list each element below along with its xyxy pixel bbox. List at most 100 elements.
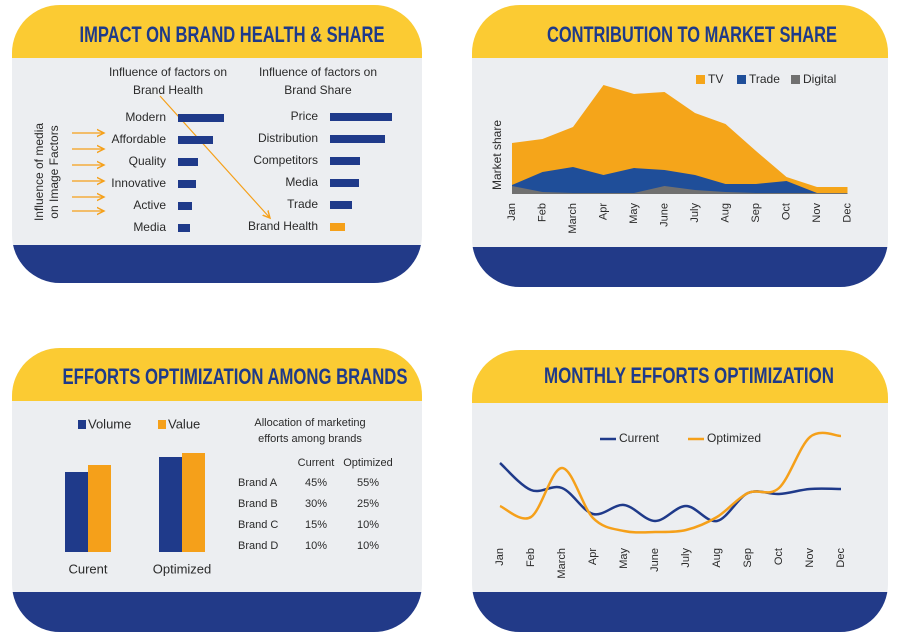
category-label: Innovative xyxy=(111,176,166,190)
legend-swatch xyxy=(791,75,800,84)
category-label: Trade xyxy=(287,197,318,211)
panel-title: CONTRIBUTION TO MARKET SHARE xyxy=(547,22,837,47)
legend-swatch xyxy=(696,75,705,84)
table-cell: 10% xyxy=(305,540,327,552)
bar xyxy=(330,135,385,143)
x-tick-label: Oct xyxy=(780,203,792,220)
x-tick-label: July xyxy=(689,203,701,223)
legend-label: TV xyxy=(708,72,723,86)
bar xyxy=(178,180,196,188)
x-tick-label: May xyxy=(628,203,640,224)
bar xyxy=(330,179,359,187)
bar xyxy=(159,457,182,552)
x-tick-label: Sep xyxy=(750,203,762,223)
legend-swatch xyxy=(78,420,86,429)
legend-label: Volume xyxy=(88,416,131,431)
legend-label: Value xyxy=(168,416,200,431)
x-tick-label: Dec xyxy=(835,548,847,568)
x-tick-label: Apr xyxy=(597,203,609,220)
table-cell: 55% xyxy=(357,477,379,489)
area xyxy=(512,186,848,194)
x-tick-label: Optimized xyxy=(153,561,212,576)
x-tick-label: May xyxy=(618,548,630,569)
row-label: Brand D xyxy=(238,540,278,552)
table-cell: 45% xyxy=(305,477,327,489)
legend-label: Trade xyxy=(749,72,780,86)
x-tick-label: Dec xyxy=(841,203,853,223)
area xyxy=(512,85,848,194)
legend-swatch xyxy=(158,420,166,429)
bar xyxy=(178,114,224,122)
category-label: Competitors xyxy=(253,153,318,167)
subtitle: Brand Health xyxy=(133,83,203,97)
category-label: Media xyxy=(285,175,318,189)
x-tick-label: Jan xyxy=(506,203,518,221)
table-caption: efforts among brands xyxy=(258,433,362,445)
category-label: Active xyxy=(133,198,166,212)
bar xyxy=(65,472,88,552)
panel-title: EFFORTS OPTIMIZATION AMONG BRANDS xyxy=(63,364,408,389)
x-tick-label: Apr xyxy=(587,548,599,565)
table-cell: 30% xyxy=(305,498,327,510)
x-tick-label: July xyxy=(680,548,692,568)
x-tick-label: Aug xyxy=(719,203,731,223)
legend-swatch xyxy=(737,75,746,84)
bar xyxy=(330,113,392,121)
subtitle: Brand Share xyxy=(284,83,352,97)
bar xyxy=(330,201,352,209)
x-tick-label: Feb xyxy=(525,548,537,567)
y-axis-label: Market share xyxy=(490,120,504,190)
category-label: Brand Health xyxy=(248,219,318,233)
panel-title: MONTHLY EFFORTS OPTIMIZATION xyxy=(544,363,834,388)
bar xyxy=(330,223,345,231)
category-label: Quality xyxy=(129,154,166,168)
line xyxy=(499,462,842,523)
legend-label: Optimized xyxy=(707,431,761,445)
x-tick-label: March xyxy=(567,203,579,234)
bar xyxy=(178,224,190,232)
x-tick-label: Nov xyxy=(811,203,823,223)
panel xyxy=(12,348,422,632)
x-tick-label: Oct xyxy=(773,548,785,565)
category-label: Distribution xyxy=(258,131,318,145)
table-cell: 10% xyxy=(357,519,379,531)
bar xyxy=(182,453,205,552)
category-label: Affordable xyxy=(112,132,167,146)
bar xyxy=(88,465,111,552)
table-cell: 25% xyxy=(357,498,379,510)
category-label: Price xyxy=(291,109,319,123)
legend-label: Digital xyxy=(803,72,836,86)
x-tick-label: Curent xyxy=(68,561,107,576)
bar xyxy=(330,157,360,165)
panel-title: IMPACT ON BRAND HEALTH & SHARE xyxy=(80,22,385,47)
side-label: Influence of media xyxy=(32,123,46,221)
column-header: Optimized xyxy=(343,457,393,469)
bar xyxy=(178,136,213,144)
bar xyxy=(178,202,192,210)
x-tick-label: June xyxy=(649,548,661,572)
subtitle: Influence of factors on xyxy=(259,65,377,79)
x-tick-label: Jan xyxy=(494,548,506,566)
table-cell: 15% xyxy=(305,519,327,531)
area xyxy=(512,167,848,194)
panel xyxy=(472,5,888,287)
table-caption: Allocation of marketing xyxy=(254,417,365,429)
x-tick-label: March xyxy=(556,548,568,579)
table-cell: 10% xyxy=(357,540,379,552)
x-tick-label: Nov xyxy=(804,548,816,568)
x-tick-label: Sep xyxy=(742,548,754,568)
x-tick-label: Feb xyxy=(536,203,548,222)
side-label: on Image Factors xyxy=(47,125,61,218)
row-label: Brand B xyxy=(238,498,278,510)
panel xyxy=(12,5,422,283)
row-label: Brand C xyxy=(238,519,278,531)
category-label: Modern xyxy=(125,110,166,124)
legend-label: Current xyxy=(619,431,660,445)
line xyxy=(499,431,842,534)
category-label: Media xyxy=(133,220,166,234)
x-tick-label: Aug xyxy=(711,548,723,568)
subtitle: Influence of factors on xyxy=(109,65,227,79)
x-tick-label: June xyxy=(658,203,670,227)
